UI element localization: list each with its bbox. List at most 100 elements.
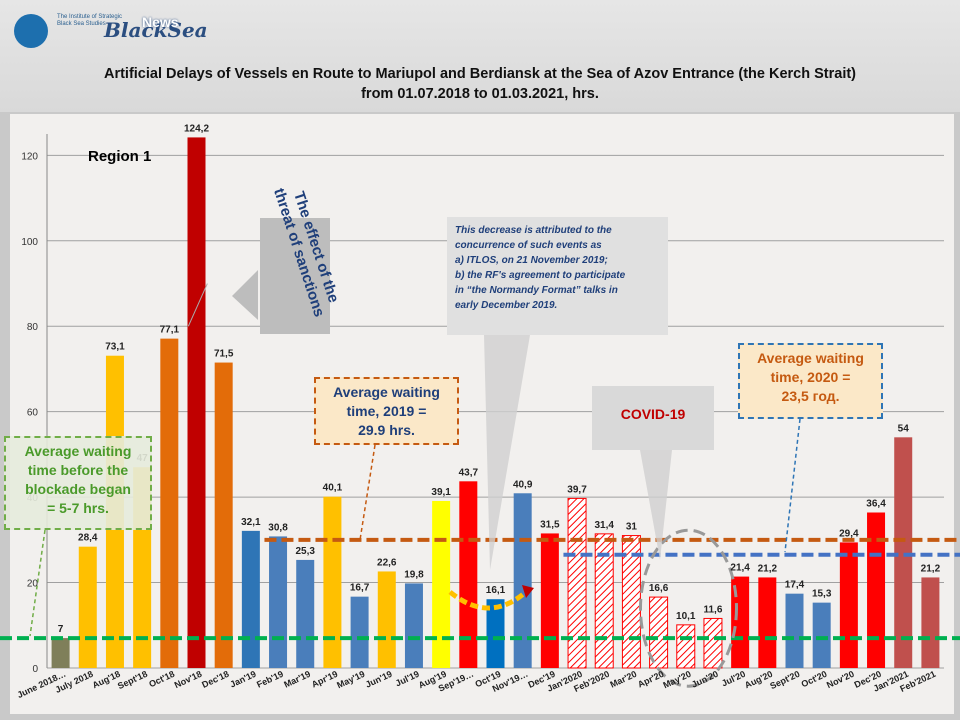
avg-2019-line: Average waiting (333, 384, 440, 400)
avg-before-line: = 5-7 hrs. (47, 500, 109, 516)
chart-title: Artificial Delays of Vessels en Route to… (20, 64, 940, 104)
data-label: 11,6 (703, 604, 722, 615)
avg-before-line: Average waiting (24, 443, 132, 459)
note-line: This decrease is attributed to the (455, 225, 612, 236)
y-tick-label: 20 (27, 579, 39, 590)
avg-before-blockade-box: Average waiting time before the blockade… (4, 436, 152, 530)
data-label: 15,3 (812, 589, 832, 600)
data-label: 39,1 (431, 487, 451, 498)
bar (404, 583, 423, 668)
title-line-2: from 01.07.2018 to 01.03.2021, hrs. (361, 86, 599, 102)
sanctions-arrow-box (260, 218, 330, 334)
bar (513, 493, 532, 668)
decrease-arrow-head (522, 585, 534, 598)
itlos-note: This decrease is attributed to the concu… (447, 217, 668, 335)
covid-highlight-ellipse (638, 528, 738, 688)
y-tick-label: 100 (21, 237, 38, 248)
avg-2019-line: 29.9 hrs. (358, 422, 415, 438)
data-label: 31,4 (594, 520, 614, 531)
bar (867, 512, 886, 668)
x-tick-label: Oct'20 (800, 669, 829, 690)
bar (296, 559, 315, 668)
x-tick-label: Nov'18 (173, 669, 204, 690)
brand-news: News (142, 14, 179, 30)
y-tick-label: 120 (21, 151, 38, 162)
bar (486, 599, 505, 668)
data-label: 39,7 (567, 484, 587, 495)
data-label: 43,7 (459, 467, 479, 478)
bar (350, 596, 369, 668)
institute-logo-icon (14, 14, 48, 48)
sanctions-arrow-icon (232, 270, 258, 320)
region-label: Region 1 (88, 148, 152, 165)
x-tick-label: Apr'20 (636, 669, 665, 690)
bar (51, 638, 70, 668)
note-line: a) ITLOS, on 21 November 2019; (455, 255, 608, 266)
data-label: 77,1 (160, 325, 180, 336)
data-label: 21,2 (921, 563, 941, 574)
bar (676, 624, 696, 669)
bar (839, 542, 858, 668)
avg-2020-pointer (784, 418, 801, 553)
data-label: 40,1 (323, 483, 343, 494)
avg-2020-line: time, 2020 = (770, 369, 851, 385)
avg-before-pointer (29, 529, 46, 637)
x-tick-label: Apr'19 (310, 669, 339, 690)
bar (214, 362, 233, 668)
avg-2020-line: Average waiting (757, 350, 864, 366)
y-tick-label: 0 (32, 664, 38, 675)
data-label: 16,7 (350, 583, 370, 594)
note-line: concurrence of such events as (455, 240, 602, 251)
decrease-arrow (448, 588, 530, 611)
data-label: 73,1 (105, 342, 125, 353)
data-label: 28,4 (78, 533, 98, 544)
bar (731, 576, 750, 668)
data-label: 54 (898, 423, 910, 434)
bar (459, 481, 478, 668)
callout-pointer (187, 283, 208, 327)
avg-2020-line: 23,5 год. (781, 388, 840, 404)
note-pointer (484, 335, 530, 570)
x-tick-label: Sept'18 (116, 669, 149, 691)
data-label: 31 (626, 522, 638, 533)
bar (377, 571, 396, 668)
data-label: 21,2 (758, 563, 778, 574)
x-tick-label: Mar'20 (609, 669, 639, 690)
bar (540, 533, 559, 668)
title-line-1: Artificial Delays of Vessels en Route to… (103, 66, 857, 82)
data-label: 71,5 (214, 349, 234, 360)
data-label: 40,9 (513, 479, 533, 490)
data-label: 21,4 (730, 563, 750, 574)
bar (187, 137, 206, 668)
y-tick-label: 60 (27, 408, 39, 419)
x-tick-label: Sept'20 (768, 669, 801, 691)
x-tick-label: May'19 (335, 669, 366, 691)
x-tick-label: Nov'20 (825, 669, 856, 690)
avg-before-line: blockade began (25, 481, 131, 497)
data-label: 36,4 (866, 498, 886, 509)
x-tick-label: Jul'19 (394, 669, 421, 689)
bar (703, 617, 723, 669)
bar (785, 593, 804, 668)
bar (894, 437, 913, 668)
avg-2019-line: time, 2019 = (346, 403, 427, 419)
brand-name: BlackSea (104, 18, 208, 42)
bar (758, 577, 777, 668)
bar (323, 496, 342, 668)
data-label: 31,5 (540, 519, 560, 530)
data-label: 124,2 (184, 123, 209, 134)
x-tick-label: Feb'19 (255, 669, 285, 690)
x-tick-label: Oct'18 (147, 669, 176, 690)
bar (241, 530, 260, 668)
data-label: 17,4 (785, 580, 805, 591)
x-tick-label: Mar'19 (282, 669, 312, 690)
x-tick-label: Jul'20 (720, 669, 747, 689)
bar (812, 602, 831, 668)
data-label: 32,1 (241, 517, 261, 528)
covid-label: COVID-19 (592, 386, 714, 450)
data-label: 19,8 (404, 569, 424, 580)
note-line: in “the Normandy Format” talks in (455, 285, 618, 296)
data-label: 29,4 (839, 528, 859, 539)
data-label: 7 (58, 624, 64, 635)
